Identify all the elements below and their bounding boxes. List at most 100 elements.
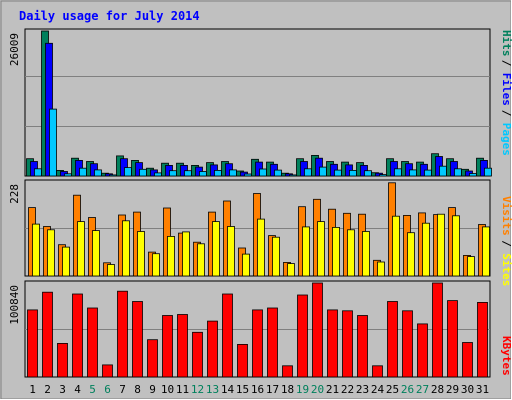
x-label-day-14: 14 bbox=[221, 383, 235, 396]
bar-sites-day-20 bbox=[317, 221, 325, 277]
bar-sites-day-4 bbox=[77, 221, 85, 277]
bar-pages-day-9 bbox=[154, 172, 162, 177]
bar-sites-day-15 bbox=[242, 253, 250, 277]
bar-kbytes-day-30 bbox=[462, 342, 473, 378]
legend-label-sites: Sites bbox=[500, 253, 512, 286]
x-label-day-5: 5 bbox=[89, 383, 96, 396]
legend-pages_files_hits: Hits / Files / Pages bbox=[500, 30, 512, 156]
legend-label-files: Files bbox=[500, 73, 512, 106]
panel-pages_files_hits: 26009 bbox=[8, 28, 492, 177]
x-label-day-29: 29 bbox=[446, 383, 459, 396]
bar-pages-day-28 bbox=[439, 165, 447, 177]
bar-pages-day-6 bbox=[109, 174, 117, 177]
bar-kbytes-day-5 bbox=[87, 307, 98, 378]
bar-pages-day-16 bbox=[259, 168, 267, 177]
bar-sites-day-25 bbox=[392, 215, 400, 277]
bar-kbytes-day-19 bbox=[297, 294, 308, 378]
x-label-day-31: 31 bbox=[476, 383, 489, 396]
bar-pages-day-26 bbox=[409, 169, 417, 177]
x-label-day-22: 22 bbox=[341, 383, 354, 396]
bar-sites-day-27 bbox=[422, 222, 430, 277]
bar-sites-day-3 bbox=[62, 246, 70, 277]
bar-kbytes-day-9 bbox=[147, 339, 158, 378]
bar-kbytes-day-20 bbox=[312, 282, 323, 378]
bar-sites-day-18 bbox=[287, 263, 295, 277]
bar-pages-day-29 bbox=[454, 168, 462, 177]
x-label-day-13: 13 bbox=[206, 383, 219, 396]
x-label-day-17: 17 bbox=[266, 383, 279, 396]
bar-pages-day-14 bbox=[229, 169, 237, 177]
legend-label-pages: Pages bbox=[500, 123, 512, 156]
legend-labels: Hits / Files / Pages Visits / Sites KBytes bbox=[500, 30, 512, 376]
bar-pages-day-4 bbox=[79, 167, 87, 177]
bar-kbytes-day-2 bbox=[42, 291, 53, 378]
x-label-day-16: 16 bbox=[251, 383, 264, 396]
y-max-label-kbytes: 100840 bbox=[8, 285, 21, 325]
chart-panels: 26009 228 100840 bbox=[8, 28, 492, 378]
bar-pages-day-11 bbox=[184, 170, 192, 177]
x-label-day-27: 27 bbox=[416, 383, 429, 396]
x-label-day-8: 8 bbox=[134, 383, 141, 396]
panel-kbytes: 100840 bbox=[8, 280, 491, 378]
bar-sites-day-17 bbox=[272, 236, 280, 277]
x-label-day-12: 12 bbox=[191, 383, 204, 396]
bar-pages-day-12 bbox=[199, 171, 207, 177]
y-max-label-pages_files_hits: 26009 bbox=[8, 33, 21, 66]
bar-kbytes-day-13 bbox=[207, 320, 218, 378]
x-label-day-28: 28 bbox=[431, 383, 444, 396]
x-label-day-7: 7 bbox=[119, 383, 126, 396]
bar-pages-day-19 bbox=[304, 168, 312, 177]
bar-kbytes-day-1 bbox=[27, 309, 38, 378]
legend-separator: / bbox=[500, 60, 512, 67]
bar-kbytes-day-4 bbox=[72, 293, 83, 378]
bar-sites-day-1 bbox=[32, 223, 40, 277]
bar-sites-day-10 bbox=[167, 235, 175, 277]
bar-pages-day-8 bbox=[139, 168, 147, 177]
x-label-day-6: 6 bbox=[104, 383, 111, 396]
x-label-day-11: 11 bbox=[176, 383, 189, 396]
bar-kbytes-day-16 bbox=[252, 309, 263, 378]
bar-kbytes-day-6 bbox=[102, 364, 113, 378]
x-label-day-15: 15 bbox=[236, 383, 249, 396]
bar-pages-day-17 bbox=[274, 169, 282, 177]
bar-kbytes-day-27 bbox=[417, 323, 428, 378]
bar-sites-day-2 bbox=[47, 229, 55, 277]
bar-kbytes-day-11 bbox=[177, 314, 188, 378]
bar-sites-day-13 bbox=[212, 221, 220, 277]
legend-label-kbytes: KBytes bbox=[500, 336, 512, 376]
chart-title: Daily usage for July 2014 bbox=[19, 9, 200, 23]
x-label-day-3: 3 bbox=[59, 383, 66, 396]
x-label-day-26: 26 bbox=[401, 383, 414, 396]
bar-sites-day-24 bbox=[377, 261, 385, 277]
bar-pages-day-27 bbox=[424, 169, 432, 177]
bar-pages-day-30 bbox=[469, 173, 477, 177]
bar-sites-day-29 bbox=[452, 215, 460, 277]
x-label-day-10: 10 bbox=[161, 383, 174, 396]
bar-sites-day-22 bbox=[347, 229, 355, 277]
bar-kbytes-day-7 bbox=[117, 290, 128, 378]
bar-kbytes-day-23 bbox=[357, 315, 368, 378]
bar-pages-day-22 bbox=[349, 169, 357, 177]
bar-pages-day-23 bbox=[364, 170, 372, 177]
legend-separator: / bbox=[500, 240, 512, 247]
bar-pages-day-21 bbox=[334, 169, 342, 177]
bar-pages-day-31 bbox=[484, 167, 492, 177]
bar-sites-day-16 bbox=[257, 218, 265, 277]
bar-kbytes-day-18 bbox=[282, 365, 293, 378]
bar-kbytes-day-31 bbox=[477, 301, 488, 378]
bar-sites-day-9 bbox=[152, 253, 160, 277]
bar-kbytes-day-3 bbox=[57, 342, 68, 378]
bar-kbytes-day-28 bbox=[432, 282, 443, 378]
bar-kbytes-day-29 bbox=[447, 300, 458, 378]
bar-kbytes-day-22 bbox=[342, 310, 353, 378]
legend-label-hits: Hits bbox=[500, 30, 512, 57]
bar-kbytes-day-24 bbox=[372, 365, 383, 378]
bar-pages-day-24 bbox=[379, 174, 387, 177]
x-axis-labels: 1 2 3 4 5 6 7 8 9 10 11 12 13 14 15 16 17 18 19 20 21 22 23 24 2… bbox=[29, 383, 489, 396]
bar-sites-day-8 bbox=[137, 231, 145, 277]
x-label-day-20: 20 bbox=[311, 383, 324, 396]
bar-sites-day-21 bbox=[332, 226, 340, 277]
x-label-day-18: 18 bbox=[281, 383, 294, 396]
bar-sites-day-12 bbox=[197, 243, 205, 277]
